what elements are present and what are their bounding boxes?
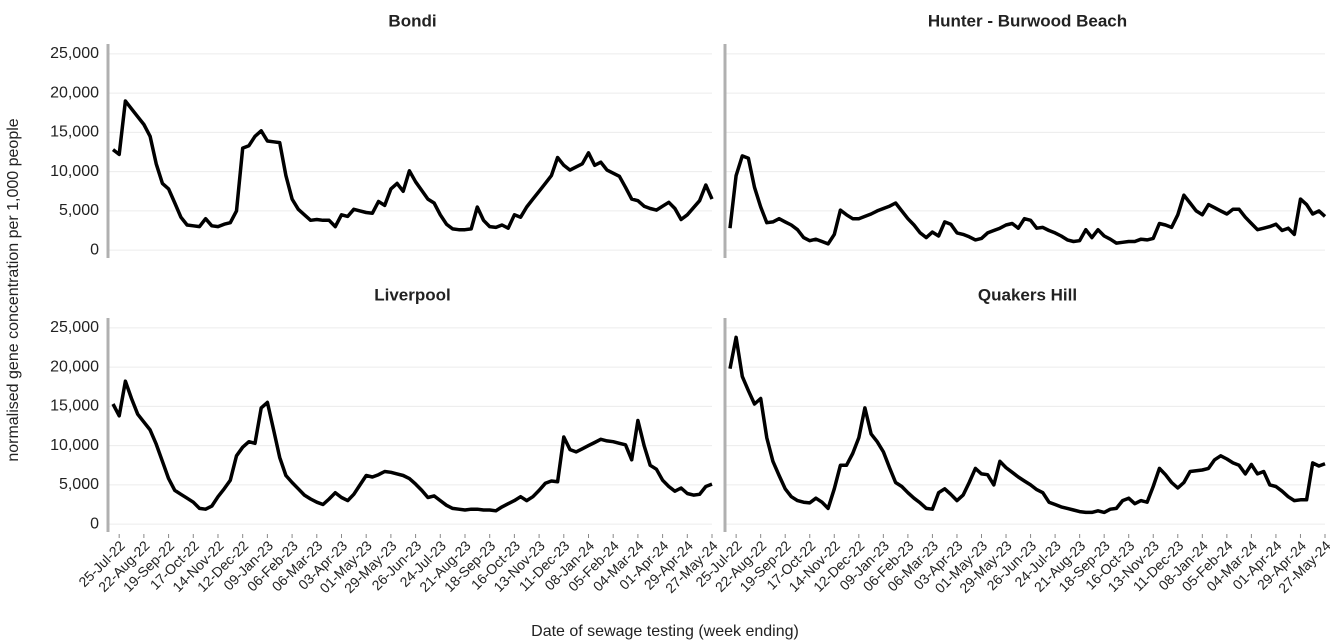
y-tick-label: 20,000 bbox=[50, 84, 99, 101]
y-tick-label: 0 bbox=[90, 241, 99, 258]
y-tick-label: 5,000 bbox=[59, 476, 99, 493]
y-tick-label: 10,000 bbox=[50, 437, 99, 454]
y-tick-label: 25,000 bbox=[50, 45, 99, 62]
y-tick-label: 25,000 bbox=[50, 319, 99, 336]
panel-title: Hunter - Burwood Beach bbox=[928, 11, 1127, 30]
data-line bbox=[111, 379, 713, 513]
data-line bbox=[111, 99, 714, 232]
y-tick-label: 15,000 bbox=[50, 124, 99, 141]
y-tick-label: 20,000 bbox=[50, 358, 99, 375]
data-line bbox=[728, 335, 1326, 515]
y-tick-label: 5,000 bbox=[59, 202, 99, 219]
x-axis-label: Date of sewage testing (week ending) bbox=[531, 623, 799, 640]
data-line bbox=[728, 154, 1327, 246]
panel-title: Quakers Hill bbox=[978, 285, 1077, 304]
y-tick-label: 0 bbox=[90, 515, 99, 532]
y-tick-label: 15,000 bbox=[50, 398, 99, 415]
panel-title: Liverpool bbox=[374, 285, 451, 304]
y-axis-label: normalised gene concentration per 1,000 … bbox=[5, 118, 22, 461]
panel-title: Bondi bbox=[388, 11, 436, 30]
y-tick-label: 10,000 bbox=[50, 163, 99, 180]
